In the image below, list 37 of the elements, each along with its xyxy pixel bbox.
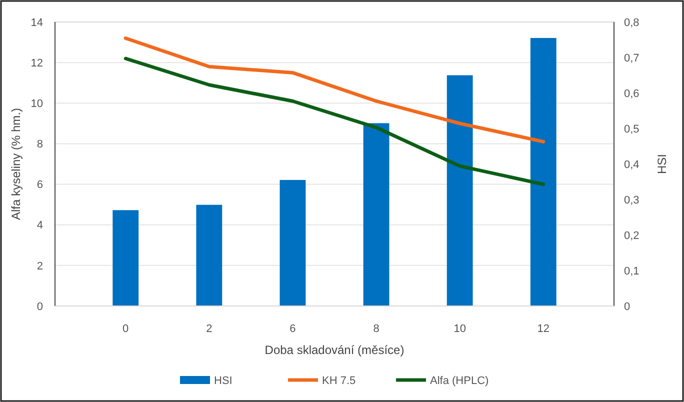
y-tick-label: 12 bbox=[30, 57, 43, 70]
y2-tick-label: 0,6 bbox=[624, 88, 640, 100]
y-tick-label: 6 bbox=[36, 179, 43, 192]
y2-tick-label: 0,1 bbox=[624, 265, 640, 278]
line-series bbox=[124, 56, 546, 186]
y2-tick-label: 0,5 bbox=[624, 123, 640, 136]
y-tick-label: 0 bbox=[36, 300, 43, 313]
bar bbox=[530, 38, 556, 306]
y2-tick-label: 0,3 bbox=[624, 194, 640, 206]
y2-tick-label: 0 bbox=[624, 300, 630, 313]
y-tick-label: 8 bbox=[36, 138, 43, 151]
bar bbox=[446, 75, 473, 306]
y-axis-title: Alfa kyseliny (% hm.) bbox=[9, 108, 23, 220]
bar bbox=[196, 204, 222, 306]
y-tick-label: 14 bbox=[30, 16, 43, 29]
x-axis-title: Doba skladování (měsíce) bbox=[264, 343, 404, 357]
x-tick-label: 6 bbox=[290, 323, 296, 335]
x-tick-label: 8 bbox=[373, 323, 380, 335]
x-tick-label: 12 bbox=[537, 323, 550, 335]
x-tick-label: 10 bbox=[454, 323, 466, 335]
y2-tick-label: 0,2 bbox=[624, 230, 640, 242]
legend-label: HSI bbox=[214, 374, 232, 387]
y2-tick-label: 0,8 bbox=[624, 16, 640, 29]
bar bbox=[112, 210, 139, 306]
bar bbox=[363, 123, 390, 306]
y-tick-label: 10 bbox=[30, 98, 43, 110]
y-tick-label: 4 bbox=[36, 220, 43, 232]
y2-tick-label: 0,4 bbox=[624, 158, 640, 171]
legend-label: Alfa (HPLC) bbox=[430, 374, 489, 387]
line-series bbox=[124, 36, 546, 144]
legend-label: KH 7.5 bbox=[322, 374, 356, 387]
x-tick-label: 0 bbox=[122, 323, 129, 335]
x-tick-label: 2 bbox=[206, 323, 212, 335]
y2-axis-title: HSI bbox=[655, 154, 669, 174]
y2-tick-label: 0,7 bbox=[624, 52, 640, 64]
bar bbox=[280, 180, 306, 306]
y-tick-label: 2 bbox=[36, 260, 43, 272]
